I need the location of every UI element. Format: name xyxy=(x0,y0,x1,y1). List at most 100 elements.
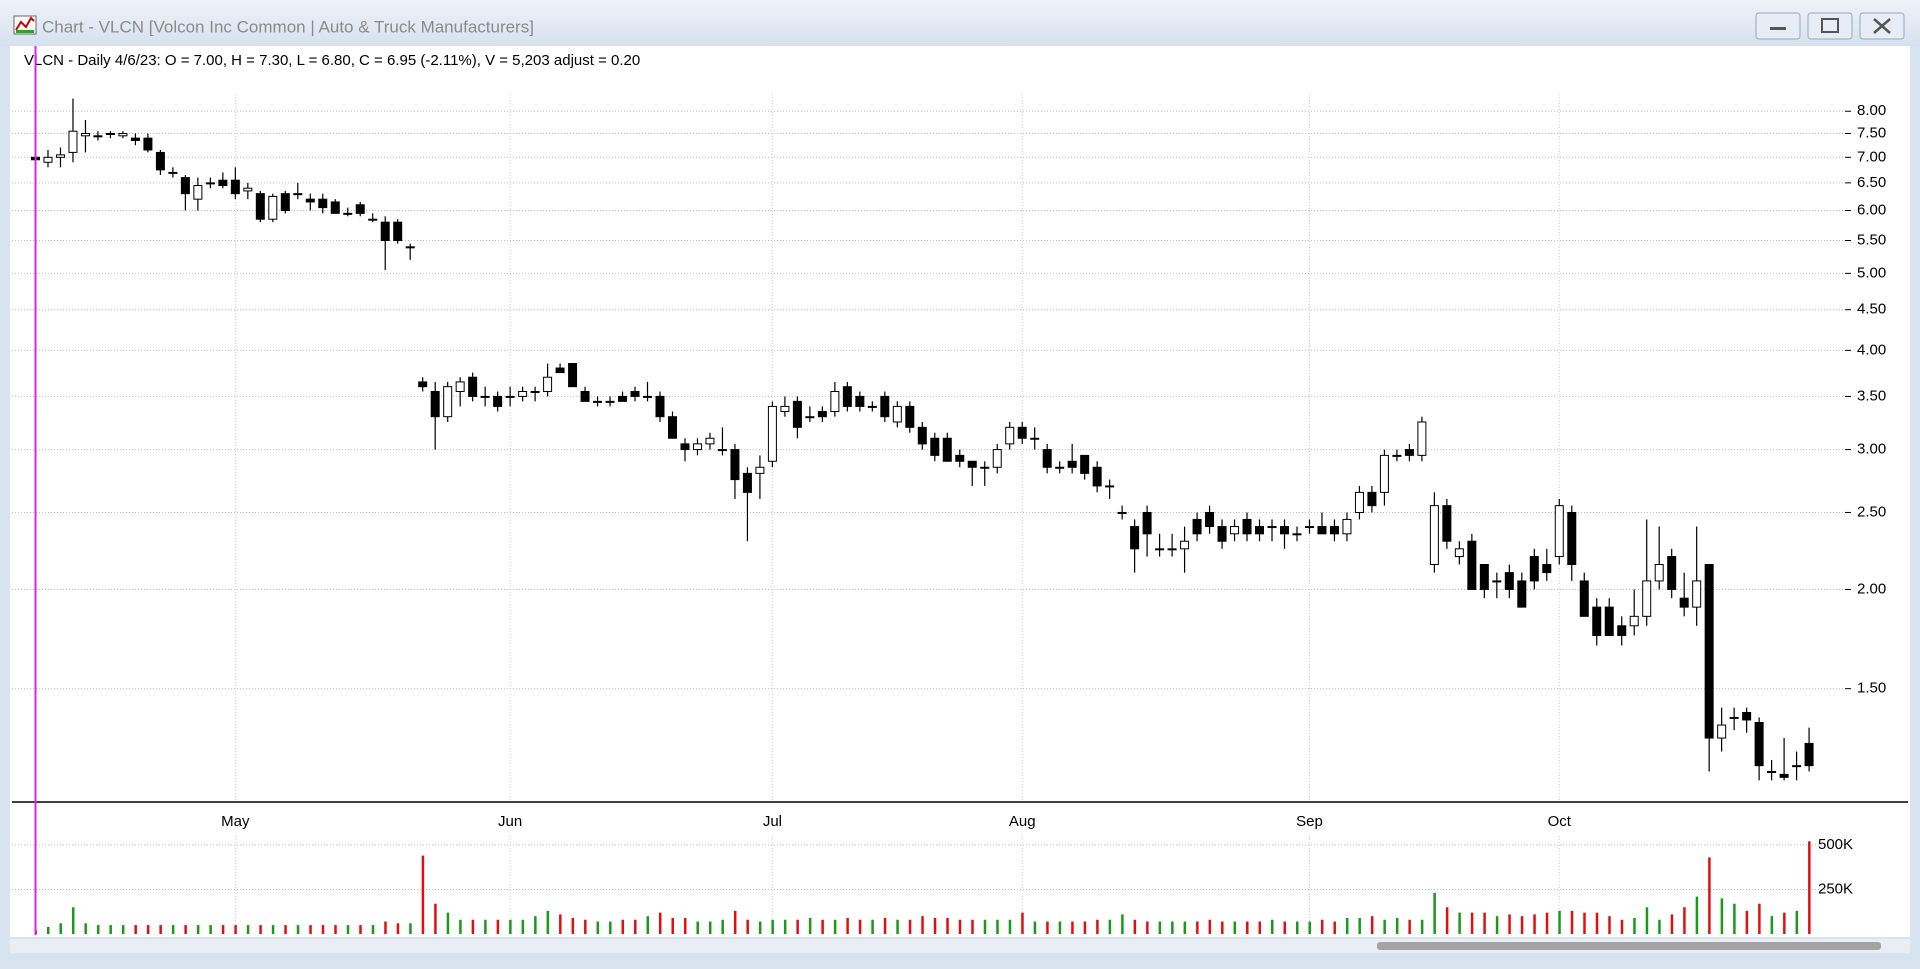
volume-bar xyxy=(1196,921,1199,934)
candle-body xyxy=(1792,765,1802,768)
y-tick-label: 8.00 xyxy=(1857,102,1886,119)
volume-bar xyxy=(1108,919,1112,934)
volume-bar xyxy=(284,925,287,934)
candle-body xyxy=(593,400,603,403)
volume-bar xyxy=(846,917,849,934)
candle-body xyxy=(618,395,628,402)
x-tick-label: Oct xyxy=(1548,813,1572,830)
candle-body xyxy=(1804,742,1814,767)
candle-body xyxy=(1717,724,1727,739)
volume-bar xyxy=(659,912,662,934)
candle-body xyxy=(1042,449,1052,468)
volume-bar xyxy=(146,925,150,934)
volume-bar xyxy=(871,919,874,934)
volume-bar xyxy=(921,916,924,934)
candle-body xyxy=(1105,485,1115,488)
volume-bar xyxy=(109,925,112,934)
candle-body xyxy=(418,381,428,388)
candle-body xyxy=(1679,597,1689,608)
candle-body xyxy=(1642,580,1652,617)
candle-body xyxy=(218,179,228,187)
volume-bar xyxy=(833,919,837,934)
candle-body xyxy=(205,182,215,185)
volume-bar xyxy=(1021,912,1024,934)
volume-bar xyxy=(1433,893,1436,934)
candle-body xyxy=(1692,580,1702,608)
volume-bar xyxy=(259,925,262,934)
y-tick-label: 7.00 xyxy=(1857,148,1886,165)
close-button[interactable] xyxy=(1859,12,1905,40)
volume-bar xyxy=(596,921,600,934)
candle-body xyxy=(68,130,78,153)
candle-body xyxy=(443,386,453,418)
candle-body xyxy=(930,437,940,456)
volume-bar xyxy=(234,925,237,934)
volume-bar xyxy=(334,925,337,934)
candle-body xyxy=(293,193,303,196)
volume-bar xyxy=(1046,921,1049,934)
volume-bar xyxy=(246,925,250,934)
candle-body xyxy=(1454,548,1464,558)
volume-bar xyxy=(1096,919,1099,934)
candle-body xyxy=(1092,466,1102,487)
volume-bar xyxy=(946,917,949,934)
volume-bar xyxy=(171,925,175,934)
candle-body xyxy=(1617,625,1627,637)
candle-body xyxy=(155,151,165,171)
volume-bar xyxy=(1283,921,1286,934)
volume-bar xyxy=(1121,914,1124,934)
volume-bar xyxy=(1620,919,1624,934)
candle-body xyxy=(730,449,740,481)
x-tick-label: Sep xyxy=(1296,813,1323,830)
candle-body xyxy=(93,135,103,138)
candle-body xyxy=(193,185,203,200)
candle-body xyxy=(55,154,65,158)
candle-body xyxy=(168,171,178,174)
volume-bar xyxy=(96,925,100,934)
candle-body xyxy=(455,381,465,393)
candle-body xyxy=(680,443,690,451)
title-bar xyxy=(0,0,1920,46)
restore-button[interactable] xyxy=(1807,12,1853,40)
scrollbar-thumb[interactable] xyxy=(1377,942,1881,950)
candle-body xyxy=(605,400,615,403)
volume-bar xyxy=(1445,907,1449,934)
volume-bar xyxy=(509,919,512,934)
candle-body xyxy=(380,221,390,241)
candle-body xyxy=(1417,421,1427,456)
volume-bar xyxy=(1508,914,1511,934)
chart-area xyxy=(10,46,1910,937)
candle-body xyxy=(1604,606,1614,637)
volume-bar xyxy=(996,919,999,934)
candle-body xyxy=(1392,454,1402,457)
volume-bar xyxy=(1370,916,1374,934)
volume-bar xyxy=(1558,910,1561,934)
candle-body xyxy=(1579,580,1589,617)
candle-body xyxy=(705,437,715,445)
candle-body xyxy=(992,449,1002,468)
y-tick-label: 1.50 xyxy=(1857,680,1886,697)
y-tick-label: 4.50 xyxy=(1857,301,1886,318)
candle-body xyxy=(1030,437,1040,440)
volume-bar xyxy=(708,921,712,934)
candle-body xyxy=(330,201,340,214)
volume-bar xyxy=(1383,919,1386,934)
volume-bar xyxy=(1520,916,1524,934)
candle-body xyxy=(1429,505,1439,565)
volume-bar xyxy=(546,910,550,934)
volume-bar xyxy=(446,912,450,934)
candle-body xyxy=(505,395,515,398)
candle-body xyxy=(1192,518,1202,535)
y-tick-label: 2.50 xyxy=(1857,503,1886,520)
volume-bar xyxy=(521,919,525,934)
candle-body xyxy=(717,449,727,452)
volume-bar xyxy=(958,919,962,934)
candle-body xyxy=(767,405,777,462)
candle-body xyxy=(1242,518,1252,535)
volume-bar xyxy=(621,919,625,934)
volume-bar xyxy=(1420,919,1424,934)
volume-bar xyxy=(983,919,987,934)
minimize-button[interactable] xyxy=(1755,12,1801,40)
